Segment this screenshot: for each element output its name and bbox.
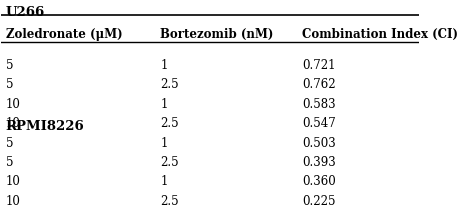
Text: 1: 1 <box>160 137 168 150</box>
Text: 2.5: 2.5 <box>160 195 179 208</box>
Text: 0.721: 0.721 <box>302 59 336 72</box>
Text: Combination Index (CI): Combination Index (CI) <box>302 28 458 41</box>
Text: 2.5: 2.5 <box>160 78 179 91</box>
Text: 0.393: 0.393 <box>302 156 336 169</box>
Text: 0.225: 0.225 <box>302 195 336 208</box>
Text: 0.547: 0.547 <box>302 117 336 130</box>
Text: 1: 1 <box>160 98 168 111</box>
Text: 5: 5 <box>6 156 13 169</box>
Text: Bortezomib (nM): Bortezomib (nM) <box>160 28 273 41</box>
Text: 0.503: 0.503 <box>302 137 336 150</box>
Text: 0.583: 0.583 <box>302 98 336 111</box>
Text: U266: U266 <box>6 6 45 20</box>
Text: 1: 1 <box>160 176 168 188</box>
Text: 2.5: 2.5 <box>160 156 179 169</box>
Text: 1: 1 <box>160 59 168 72</box>
Text: 5: 5 <box>6 59 13 72</box>
Text: 10: 10 <box>6 195 20 208</box>
Text: 10: 10 <box>6 98 20 111</box>
Text: 0.762: 0.762 <box>302 78 336 91</box>
Text: Zoledronate (μM): Zoledronate (μM) <box>6 28 122 41</box>
Text: 10: 10 <box>6 176 20 188</box>
Text: 10: 10 <box>6 117 20 130</box>
Text: 5: 5 <box>6 137 13 150</box>
Text: 0.360: 0.360 <box>302 176 336 188</box>
Text: RPMI8226: RPMI8226 <box>6 120 84 133</box>
Text: 5: 5 <box>6 78 13 91</box>
Text: 2.5: 2.5 <box>160 117 179 130</box>
